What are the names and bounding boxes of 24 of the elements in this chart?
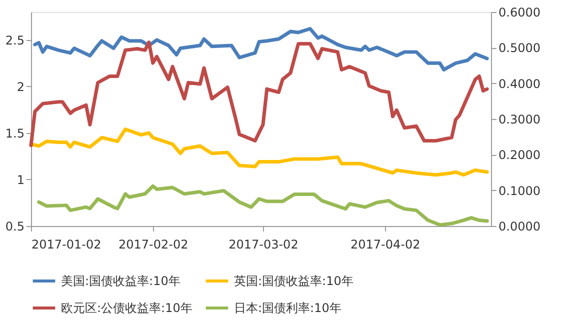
line-series [29,127,489,177]
y-tick-label: 1 [16,172,24,187]
legend-label: 日本:国债利率:10年 [234,301,342,315]
y-tick-label: 1.5 [5,126,24,140]
y2-tick-label: 0.1000 [498,184,540,198]
y-tick-label: 2.5 [5,33,24,48]
line-series [37,184,489,227]
legend-label: 英国:国债收益率:10年 [234,274,354,288]
y2-tick-label: 0.2000 [498,148,540,162]
line-series [29,40,489,148]
y-tick-label: 2 [16,80,24,94]
y-tick-label: 0.5 [5,220,24,234]
y2-tick-label: 0.0000 [498,220,540,234]
legend-label: 美国:国债收益率:10年 [61,274,180,288]
y2-tick-label: 0.4000 [498,76,540,91]
x-tick-label: 2017-02-02 [118,238,188,252]
line-series [33,27,489,72]
y2-tick-label: 0.5000 [498,41,540,56]
legend-label: 欧元区:公债收益率:10年 [61,301,192,315]
y2-tick-label: 0.6000 [498,6,540,20]
x-tick-label: 2017-01-02 [32,238,102,252]
x-tick-label: 2017-03-02 [228,238,298,252]
x-tick-label: 2017-04-02 [350,238,420,252]
y2-tick-label: 0.3000 [498,112,540,126]
